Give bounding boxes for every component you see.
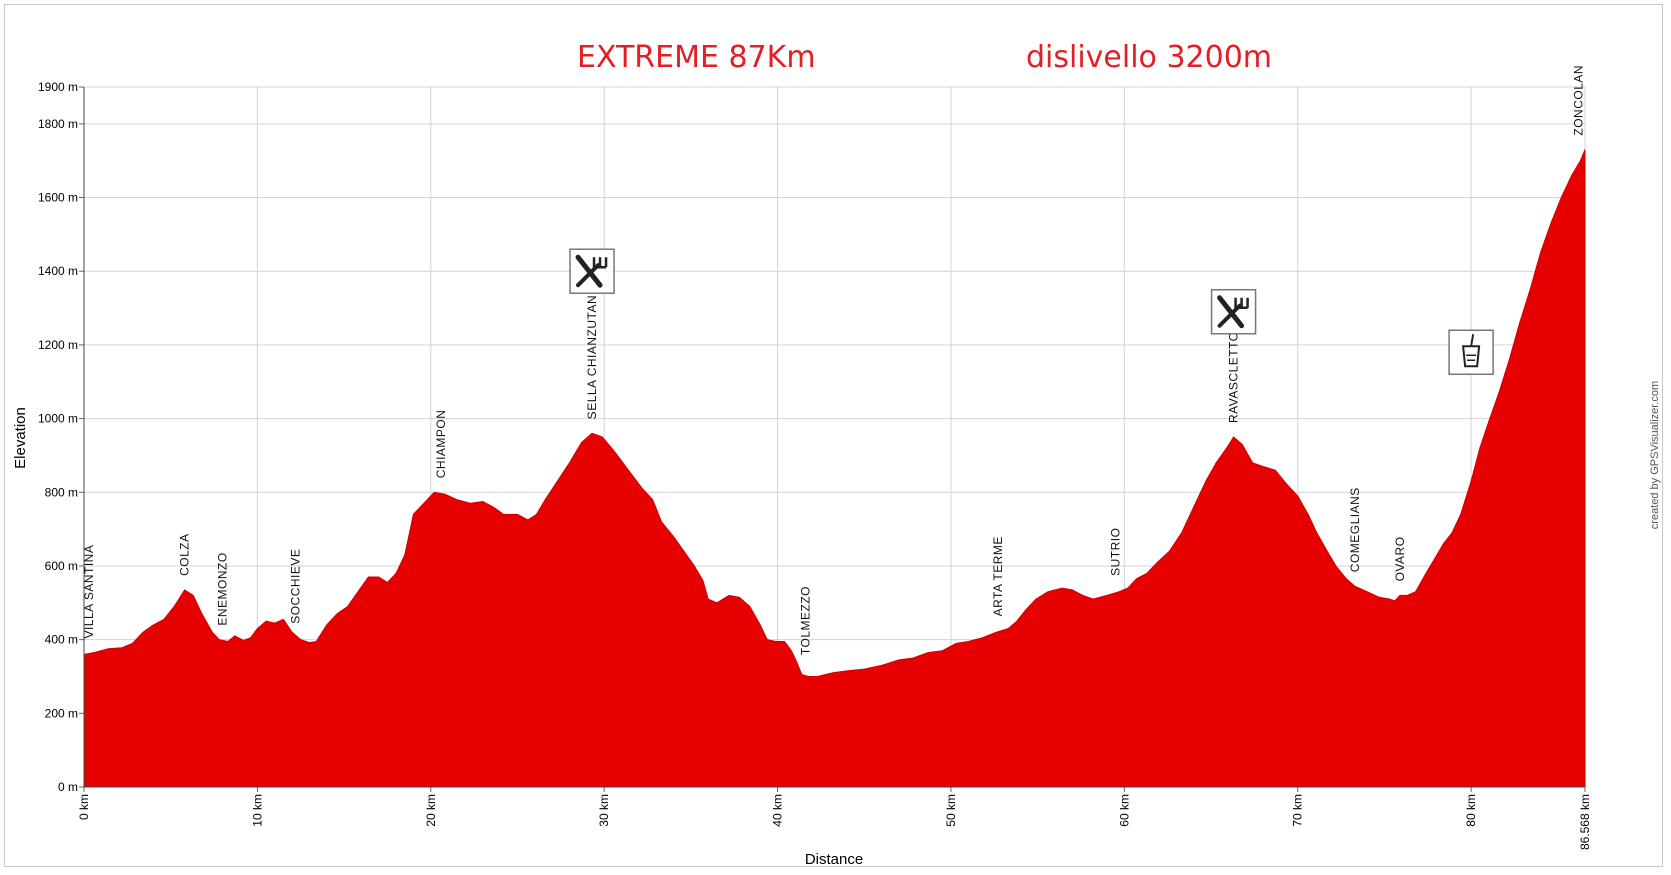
x-tick-label: 80 km [1464, 794, 1478, 827]
y-tick-label: 1900 m [38, 80, 78, 94]
x-tick-label: 10 km [250, 794, 264, 827]
waypoint-label: OVARO [1393, 536, 1407, 581]
waypoint-label: ENEMONZO [216, 552, 230, 625]
fork-knife-icon [569, 248, 615, 294]
waypoint-label: CHIAMPON [434, 410, 448, 479]
y-tick-label: 400 m [45, 633, 78, 647]
chart-title: EXTREME 87Km [577, 40, 816, 75]
x-tick-label: 86.568 km [1578, 794, 1592, 850]
chart-markers [569, 248, 1494, 376]
chart-subtitle: dislivello 3200m [1026, 40, 1273, 75]
x-tick-label: 40 km [771, 794, 785, 827]
waypoint-label: COMEGLIANS [1348, 487, 1362, 572]
y-tick-label: 600 m [45, 559, 78, 573]
x-tick-label: 50 km [944, 794, 958, 827]
waypoint-label: SOCCHIEVE [289, 549, 303, 624]
x-tick-label: 70 km [1291, 794, 1305, 827]
y-axis-label: Elevation [12, 407, 29, 469]
x-tick-label: 30 km [597, 794, 611, 827]
waypoint-label: SUTRIO [1109, 528, 1123, 576]
waypoint-label: TOLMEZZO [798, 586, 812, 655]
drink-glass-icon [1448, 329, 1494, 376]
waypoint-label: ARTA TERME [991, 536, 1005, 616]
y-tick-label: 200 m [45, 706, 78, 720]
waypoint-label: SELLA CHIANZUTAN [585, 295, 599, 419]
y-tick-label: 1000 m [38, 412, 78, 426]
y-tick-label: 1400 m [38, 264, 78, 278]
y-tick-label: 0 m [58, 780, 78, 794]
elevation-area [83, 149, 1586, 788]
y-tick-label: 800 m [45, 485, 78, 499]
y-tick-label: 1600 m [38, 191, 78, 205]
x-tick-label: 20 km [424, 794, 438, 827]
chart-frame [4, 4, 1663, 867]
fork-knife-icon [1210, 288, 1257, 335]
waypoint-label: RAVASCLETTO [1227, 331, 1241, 423]
waypoint-label: COLZA [178, 533, 192, 576]
waypoint-label: ZONCOLAN [1572, 65, 1586, 136]
chart-axes: 0 m 200 m 400 m 600 m 800 m 1000 m 1200 m 1400 … [38, 80, 1592, 850]
waypoint-label: VILLA SANTINA [82, 545, 96, 639]
x-axis-label: Distance [805, 851, 863, 868]
y-tick-label: 1200 m [38, 338, 78, 352]
x-tick-label: 60 km [1117, 794, 1131, 827]
credit-text: created by GPSVisualizer.com [1649, 381, 1661, 529]
y-tick-label: 1800 m [38, 117, 78, 131]
waypoint-labels: VILLA SANTINA COLZA ENEMONZO SOCCHIEVE CHIAM… [82, 65, 1585, 655]
x-tick-label: 0 km [77, 794, 91, 820]
